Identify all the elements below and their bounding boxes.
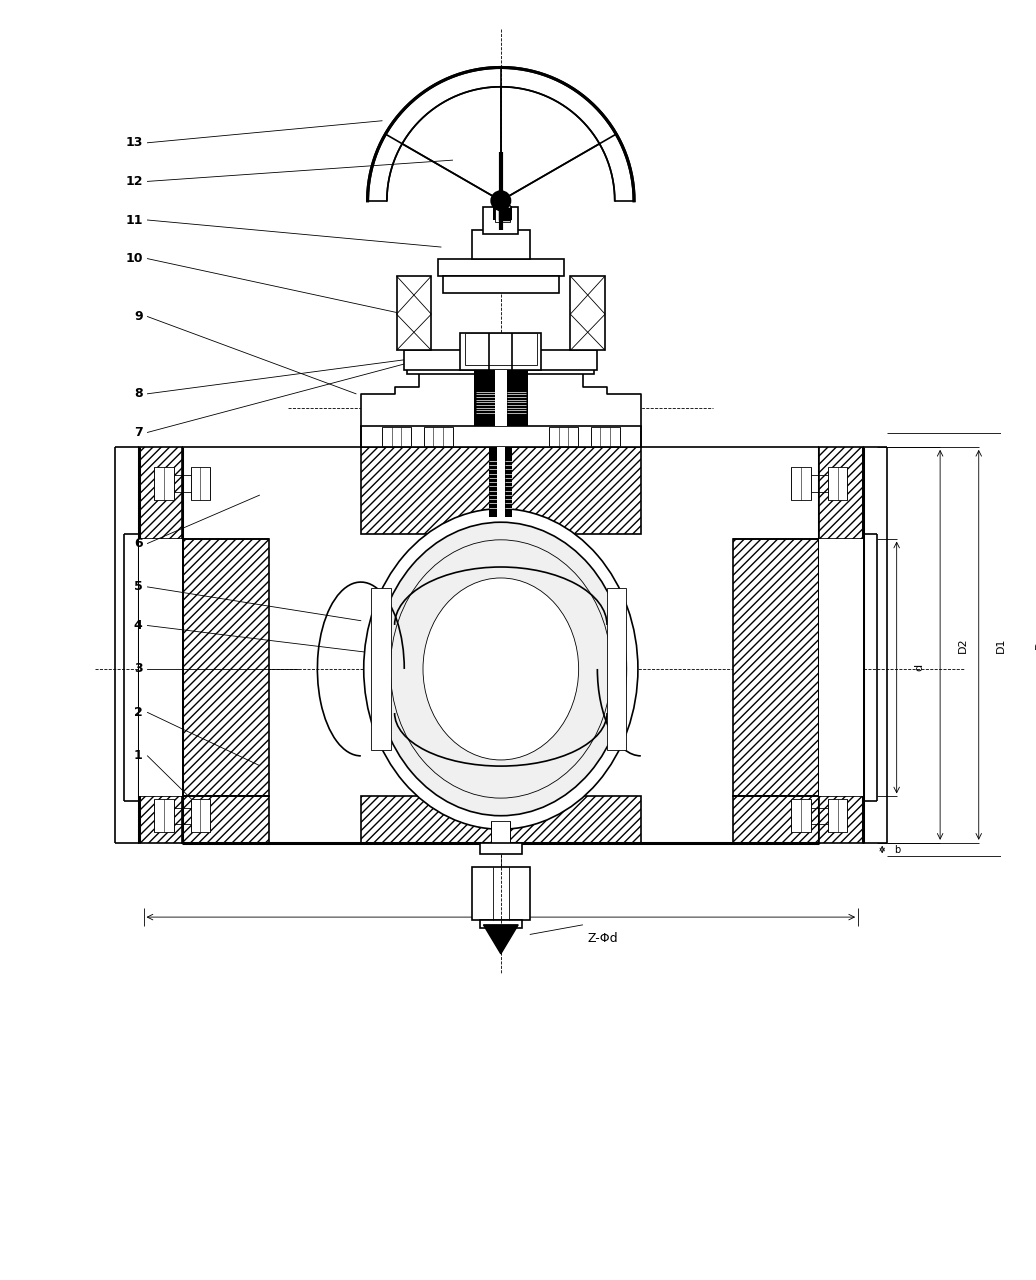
Bar (571, 276, 605, 351)
Bar (732, 539, 819, 796)
Bar (404, 351, 598, 370)
Bar (397, 276, 431, 351)
Bar (819, 447, 863, 539)
Bar (819, 796, 863, 842)
Text: 3: 3 (134, 663, 143, 676)
Bar (154, 799, 174, 832)
Ellipse shape (364, 508, 638, 829)
Bar (471, 867, 529, 920)
Bar (549, 426, 578, 445)
Bar (465, 333, 537, 365)
Polygon shape (361, 370, 641, 426)
Text: Z-Φd: Z-Φd (587, 932, 618, 945)
Bar (495, 370, 507, 426)
Polygon shape (484, 925, 518, 954)
Text: 12: 12 (125, 175, 143, 188)
Bar (460, 333, 542, 370)
Text: 13: 13 (125, 136, 143, 150)
Bar (491, 820, 511, 842)
Bar (591, 426, 620, 445)
Bar (732, 796, 819, 842)
Text: b: b (894, 845, 900, 855)
Bar (819, 539, 863, 796)
Text: D2: D2 (957, 637, 968, 653)
Bar (424, 426, 453, 445)
Bar (480, 920, 522, 928)
Bar (191, 799, 210, 832)
Bar (480, 842, 522, 854)
Bar (191, 467, 210, 500)
Text: 8: 8 (134, 388, 143, 401)
Bar (438, 259, 564, 276)
Bar (484, 207, 518, 234)
Bar (182, 539, 269, 796)
Bar (361, 796, 641, 842)
Text: D1: D1 (997, 637, 1006, 653)
Bar (493, 206, 513, 220)
Polygon shape (499, 209, 511, 220)
Bar (139, 539, 182, 796)
Bar (407, 360, 595, 375)
Bar (372, 589, 391, 750)
Bar (382, 426, 411, 445)
Bar (443, 276, 558, 293)
Bar (154, 467, 174, 500)
Text: 7: 7 (134, 426, 143, 439)
Bar (828, 799, 847, 832)
Text: 5: 5 (134, 580, 143, 594)
Bar (607, 589, 627, 750)
Text: 9: 9 (134, 310, 143, 323)
Ellipse shape (375, 522, 627, 815)
Text: L: L (496, 910, 506, 924)
Text: 10: 10 (125, 252, 143, 265)
Bar (361, 447, 641, 534)
Text: D: D (1035, 640, 1036, 649)
Bar (792, 467, 811, 500)
Bar (495, 205, 511, 221)
Bar (182, 796, 269, 842)
Bar (497, 447, 505, 517)
Bar (828, 467, 847, 500)
Bar (361, 426, 641, 447)
Bar (139, 447, 182, 539)
Bar (473, 370, 528, 426)
Text: d: d (914, 664, 924, 671)
Circle shape (491, 191, 511, 210)
Bar (792, 799, 811, 832)
Bar (139, 796, 182, 842)
Text: 6: 6 (134, 536, 143, 550)
Text: 1: 1 (134, 749, 143, 763)
Text: 4: 4 (134, 620, 143, 632)
Text: 11: 11 (125, 214, 143, 227)
Bar (471, 229, 529, 259)
Text: 2: 2 (134, 705, 143, 719)
Ellipse shape (423, 579, 579, 760)
Bar (489, 447, 513, 517)
